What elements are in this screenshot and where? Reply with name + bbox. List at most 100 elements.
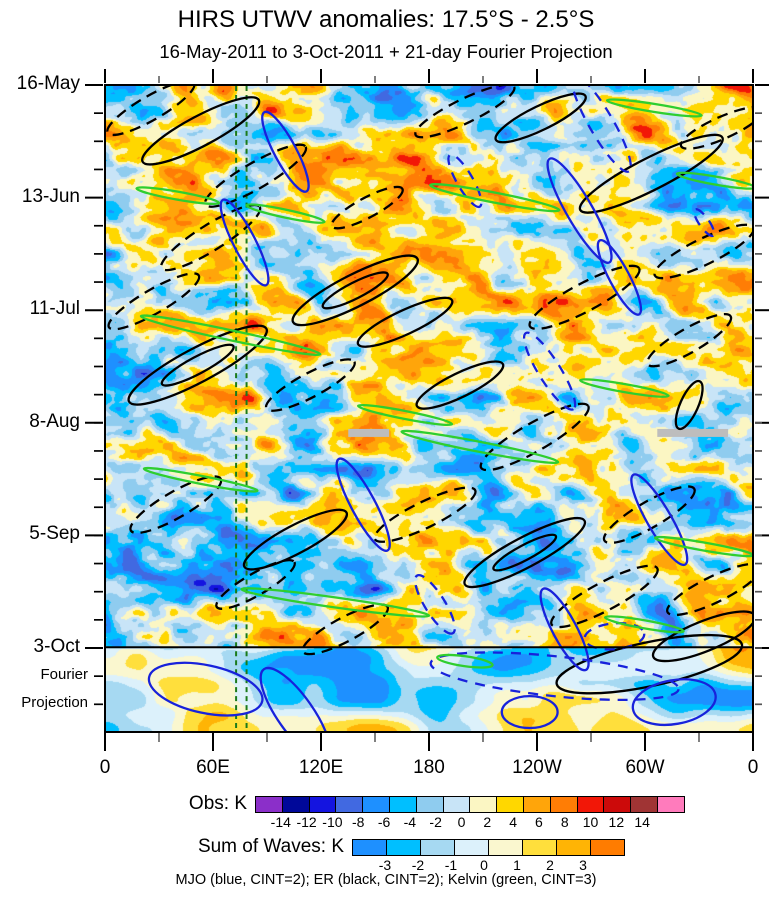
- mjo-contour: [596, 238, 643, 316]
- waves-colorbar-cell: [420, 840, 454, 855]
- er-contour: [160, 343, 235, 387]
- obs-colorbar-tick-label: -12: [296, 814, 317, 830]
- page-title: HIRS UTWV anomalies: 17.5°S - 2.5°S: [177, 6, 595, 33]
- er-contour: [141, 96, 261, 166]
- obs-colorbar-tick-label: 14: [634, 814, 650, 830]
- kelvin-contour: [245, 203, 326, 224]
- obs-colorbar-tick-label: 6: [535, 814, 543, 830]
- er-contour: [463, 516, 587, 589]
- mjo-contour: [259, 666, 332, 731]
- er-contour: [242, 508, 349, 571]
- obs-colorbar-cell: [415, 797, 443, 812]
- x-tick-label: 120W: [512, 757, 562, 778]
- obs-colorbar-cell: [362, 797, 389, 812]
- kelvin-contour: [356, 403, 454, 427]
- mjo-contour: [261, 110, 310, 193]
- mjo-contour: [147, 661, 264, 717]
- waves-colorbar-cell: [353, 840, 386, 855]
- er-contour: [550, 564, 659, 629]
- kelvin-contour: [603, 615, 685, 634]
- er-contour: [646, 312, 733, 368]
- y-tick-label: 11-Jul: [29, 298, 80, 320]
- x-tick-label: 0: [99, 757, 111, 778]
- waves-colorbar-tick-label: 2: [546, 857, 554, 873]
- er-contour: [479, 402, 590, 472]
- mjo-contour: [447, 153, 483, 209]
- hovmoller-plot: [104, 84, 754, 733]
- mjo-contour: [692, 208, 716, 238]
- er-contour: [494, 92, 587, 144]
- contour-legend-footer: MJO (blue, CINT=2); ER (black, CINT=2); …: [175, 872, 597, 888]
- waves-colorbar-cell: [590, 840, 624, 855]
- er-contour: [264, 358, 356, 412]
- er-contour: [291, 254, 419, 327]
- kelvin-contour: [400, 429, 560, 465]
- obs-colorbar-cell: [576, 797, 604, 812]
- projection-label: Fourier: [40, 666, 88, 684]
- er-contour: [414, 86, 516, 139]
- y-tick-label: 3-Oct: [33, 636, 80, 657]
- er-contour: [528, 264, 641, 331]
- obs-colorbar-cell: [656, 797, 684, 812]
- obs-colorbar-tick-label: -4: [403, 814, 417, 830]
- kelvin-contour: [675, 171, 752, 190]
- er-contour: [666, 562, 752, 617]
- mjo-contour: [631, 678, 717, 727]
- waves-colorbar-tick-label: 3: [579, 857, 587, 873]
- waves-colorbar-tick-label: -3: [378, 857, 392, 873]
- projection-label: Projection: [21, 694, 88, 712]
- obs-colorbar-tick-label: 2: [483, 814, 492, 830]
- er-contour: [215, 558, 296, 610]
- obs-colorbar-cell: [522, 797, 550, 812]
- obs-colorbar: [255, 796, 685, 813]
- obs-colorbar-cell: [388, 797, 416, 812]
- er-contour: [679, 105, 752, 150]
- waves-colorbar-tick-label: -1: [444, 857, 458, 873]
- er-contour: [107, 272, 201, 331]
- obs-colorbar-cell: [335, 797, 363, 812]
- er-contour: [578, 133, 724, 214]
- x-tick-label: 0: [747, 757, 759, 778]
- mjo-contour: [583, 621, 646, 651]
- obs-colorbar-tick-label: -10: [322, 814, 343, 830]
- er-contour: [106, 86, 196, 137]
- obs-colorbar-label: Obs: K: [188, 793, 247, 814]
- obs-colorbar-cell: [630, 797, 657, 812]
- obs-colorbar-cell: [469, 797, 497, 812]
- x-tick-label: 60W: [625, 757, 665, 778]
- kelvin-contour: [240, 587, 431, 618]
- obs-colorbar-tick-label: 4: [509, 814, 517, 830]
- x-tick-label: 120E: [298, 757, 344, 778]
- mjo-contour: [546, 157, 613, 264]
- obs-colorbar-tick-label: 10: [582, 814, 599, 830]
- er-contour: [301, 603, 390, 656]
- obs-colorbar-cell: [281, 797, 309, 812]
- mjo-contour: [413, 574, 456, 635]
- er-contour: [651, 610, 752, 663]
- mjo-contour: [539, 587, 590, 672]
- mjo-contour: [335, 457, 391, 552]
- kelvin-contour: [429, 183, 561, 213]
- er-contour: [602, 485, 696, 545]
- obs-colorbar-cell: [496, 797, 523, 812]
- er-contour: [330, 185, 404, 230]
- er-contour: [415, 360, 505, 410]
- obs-colorbar-tick-label: 12: [608, 814, 625, 830]
- er-contour: [674, 379, 704, 431]
- y-tick-label: 16-May: [16, 73, 80, 94]
- obs-colorbar-tick-label: -8: [352, 814, 365, 830]
- missing-data-bar: [657, 428, 729, 437]
- obs-colorbar-cell: [603, 797, 631, 812]
- y-tick-label: 8-Aug: [29, 410, 80, 432]
- er-contour: [356, 296, 454, 348]
- waves-colorbar-tick-label: -2: [411, 857, 425, 873]
- er-contour: [653, 223, 752, 280]
- kelvin-contour: [135, 186, 221, 206]
- waves-colorbar-label: Sum of Waves: K: [197, 836, 344, 857]
- mjo-contour: [219, 198, 270, 287]
- kelvin-contour: [142, 466, 259, 493]
- obs-colorbar-tick-label: 0: [457, 814, 466, 830]
- obs-colorbar-tick-label: -14: [270, 814, 291, 830]
- obs-colorbar-tick-label: -2: [429, 814, 442, 830]
- waves-colorbar-cell: [454, 840, 488, 855]
